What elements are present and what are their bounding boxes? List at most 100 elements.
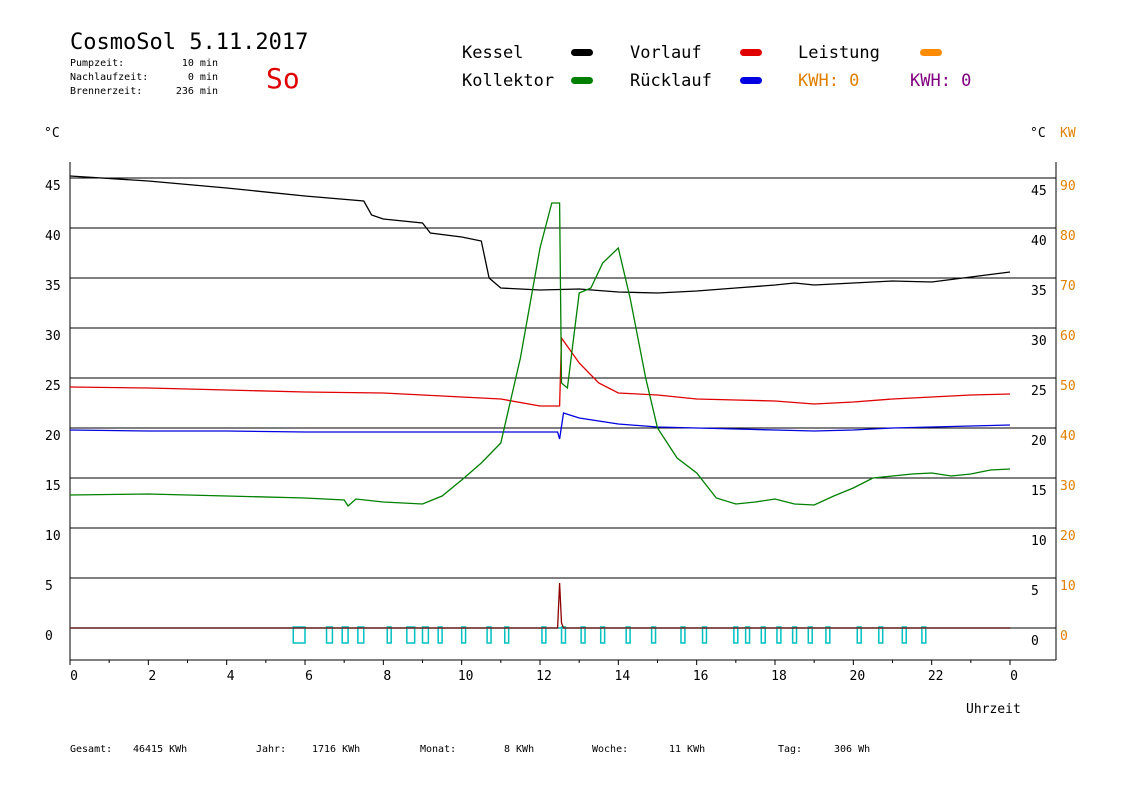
burner-pulse — [325, 626, 334, 644]
burner-pulse — [733, 626, 739, 644]
x-tick-label: 20 — [850, 669, 866, 684]
y2-c-tick-label: 25 — [1031, 384, 1047, 399]
y2-c-tick-label: 20 — [1031, 434, 1047, 449]
x-axis-label: Uhrzeit — [966, 702, 1021, 717]
burner-pulse — [701, 626, 708, 644]
burner-pulse — [341, 626, 349, 644]
x-tick-label: 0 — [1010, 669, 1018, 684]
y2-kw-tick-label: 70 — [1060, 279, 1076, 294]
afterrun-time-label: Nachlaufzeit: — [70, 72, 149, 83]
y2-kw-tick-label: 40 — [1060, 429, 1076, 444]
burner-pulse — [921, 626, 927, 644]
legend-kollektor-swatch — [571, 77, 593, 84]
legend-kessel-swatch — [571, 49, 593, 56]
burner-pulse — [760, 626, 766, 644]
x-tick-label: 16 — [693, 669, 709, 684]
y2-c-tick-label: 15 — [1031, 484, 1047, 499]
y-tick-label: 10 — [45, 529, 61, 544]
y2-kw-tick-label: 50 — [1060, 379, 1076, 394]
y-tick-label: 20 — [45, 429, 61, 444]
burner-pulse — [825, 626, 831, 644]
y-tick-label: 30 — [45, 329, 61, 344]
x-tick-label: 0 — [70, 669, 78, 684]
y2-kw-tick-label: 10 — [1060, 579, 1076, 594]
burner-pulse — [807, 626, 813, 644]
day-label: Tag: — [778, 744, 803, 755]
x-tick-label: 6 — [305, 669, 313, 684]
x-tick-label: 8 — [383, 669, 391, 684]
legend-leistung-label: Leistung — [798, 43, 880, 63]
legend-kwh-purple: KWH: 0 — [910, 71, 972, 91]
series-line-kollektor — [69, 202, 1011, 507]
burner-pulse — [776, 626, 782, 644]
page-title: CosmoSol 5.11.2017 — [70, 30, 309, 55]
y-tick-label: 5 — [45, 579, 53, 594]
y-tick-label: 40 — [45, 229, 61, 244]
burner-time-label: Brennerzeit: — [70, 86, 143, 97]
burner-pulse — [541, 626, 547, 644]
x-tick-label: 22 — [928, 669, 944, 684]
series-line-rücklauf — [69, 412, 1011, 440]
pump-time-value: 10 min — [181, 58, 218, 69]
x-tick-label: 10 — [458, 669, 474, 684]
legend-kollektor-label: Kollektor — [462, 71, 555, 91]
year-value: 1716 KWh — [312, 744, 361, 755]
day-value: 306 Wh — [834, 744, 871, 755]
burner-pulse — [744, 626, 751, 644]
series-line-vorlauf — [69, 336, 1011, 407]
total-value: 46415 KWh — [133, 744, 188, 755]
y2-c-tick-label: 10 — [1031, 534, 1047, 549]
x-tick-label: 14 — [615, 669, 631, 684]
y2-c-tick-label: 40 — [1031, 234, 1047, 249]
month-value: 8 KWh — [504, 744, 535, 755]
weekday-label: So — [266, 62, 300, 95]
burner-pulse — [437, 626, 443, 644]
week-value: 11 KWh — [669, 744, 706, 755]
burner-pulse — [650, 626, 657, 644]
total-label: Gesamt: — [70, 744, 113, 755]
legend-leistung-swatch — [920, 49, 942, 56]
burner-pulse — [357, 626, 365, 644]
burner-pulse — [421, 626, 430, 644]
right-axis-unit-kw: KW — [1060, 126, 1076, 141]
legend-vorlauf-swatch — [740, 49, 762, 56]
burner-pulse — [625, 626, 631, 644]
week-label: Woche: — [592, 744, 629, 755]
y-tick-label: 25 — [45, 379, 61, 394]
burner-pulse — [791, 626, 798, 644]
legend-kwh-orange: KWH: 0 — [798, 71, 860, 91]
burner-pulse — [504, 626, 510, 644]
month-label: Monat: — [420, 744, 457, 755]
y-tick-label: 35 — [45, 279, 61, 294]
x-tick-label: 4 — [227, 669, 235, 684]
burner-pulse — [599, 626, 606, 644]
y2-kw-tick-label: 80 — [1060, 229, 1076, 244]
burner-pulse — [856, 626, 862, 644]
y2-kw-tick-label: 20 — [1060, 529, 1076, 544]
y-tick-label: 45 — [45, 179, 61, 194]
burner-pulse — [560, 626, 567, 644]
year-label: Jahr: — [256, 744, 287, 755]
x-tick-label: 12 — [536, 669, 552, 684]
pump-time-label: Pumpzeit: — [70, 58, 125, 69]
y2-kw-tick-label: 0 — [1060, 629, 1068, 644]
y2-kw-tick-label: 60 — [1060, 329, 1076, 344]
burner-pulse — [486, 626, 492, 644]
y2-kw-tick-label: 90 — [1060, 179, 1076, 194]
x-tick-label: 18 — [771, 669, 787, 684]
x-tick-label: 2 — [148, 669, 156, 684]
legend-kessel-label: Kessel — [462, 43, 524, 63]
y-tick-label: 0 — [45, 629, 53, 644]
burner-time-value: 236 min — [175, 86, 218, 97]
y2-c-tick-label: 0 — [1031, 634, 1039, 649]
burner-pulse — [460, 626, 467, 644]
y2-kw-tick-label: 30 — [1060, 479, 1076, 494]
legend-vorlauf-label: Vorlauf — [630, 43, 702, 63]
burner-pulse — [901, 626, 907, 644]
series-line-kessel — [69, 175, 1011, 294]
series-line-leistung — [70, 582, 1010, 629]
burner-pulse — [406, 626, 416, 644]
burner-pulse — [386, 626, 392, 644]
y2-c-tick-label: 30 — [1031, 334, 1047, 349]
